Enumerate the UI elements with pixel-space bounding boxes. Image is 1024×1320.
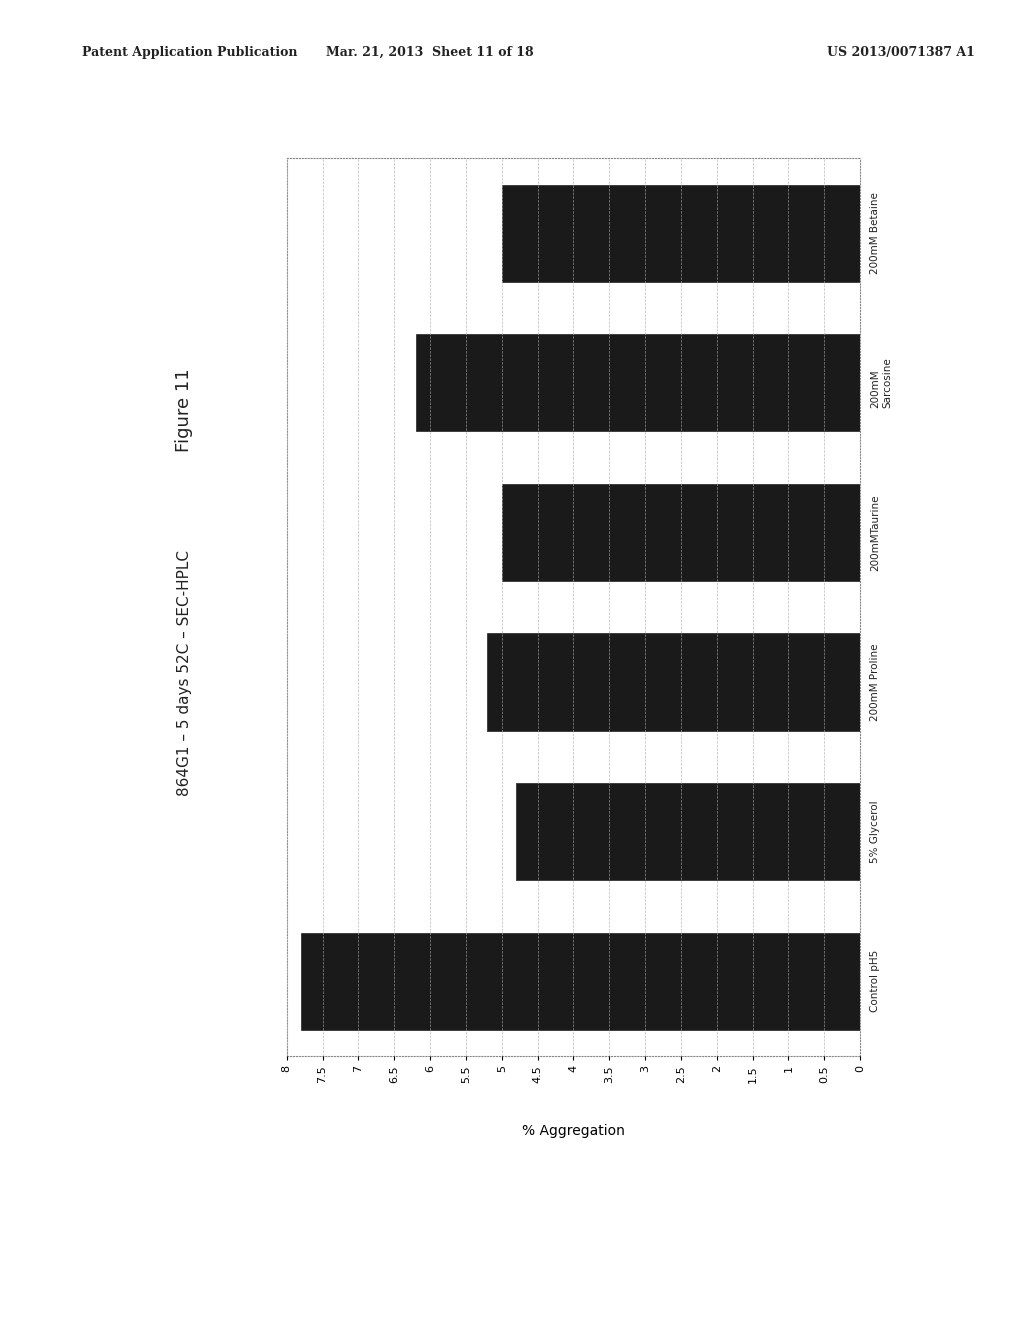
Text: 5% Glycerol: 5% Glycerol [870,800,881,863]
Bar [301,932,860,1030]
Bar [516,783,860,880]
Text: 200mM
Sarcosine: 200mM Sarcosine [870,358,892,408]
Text: Patent Application Publication: Patent Application Publication [82,46,297,59]
Bar [502,483,860,581]
Bar [416,334,860,432]
Bar [487,634,860,730]
Text: US 2013/0071387 A1: US 2013/0071387 A1 [827,46,975,59]
X-axis label: % Aggregation: % Aggregation [522,1125,625,1138]
Text: 864G1 – 5 days 52C – SEC-HPLC: 864G1 – 5 days 52C – SEC-HPLC [177,550,191,796]
Text: Control pH5: Control pH5 [870,950,881,1012]
Text: 200mMTaurine: 200mMTaurine [870,494,881,570]
Text: 200mM Proline: 200mM Proline [870,643,881,721]
Text: Figure 11: Figure 11 [175,368,194,451]
Text: 200mM Betaine: 200mM Betaine [870,193,881,275]
Bar [502,185,860,281]
Text: Mar. 21, 2013  Sheet 11 of 18: Mar. 21, 2013 Sheet 11 of 18 [327,46,534,59]
